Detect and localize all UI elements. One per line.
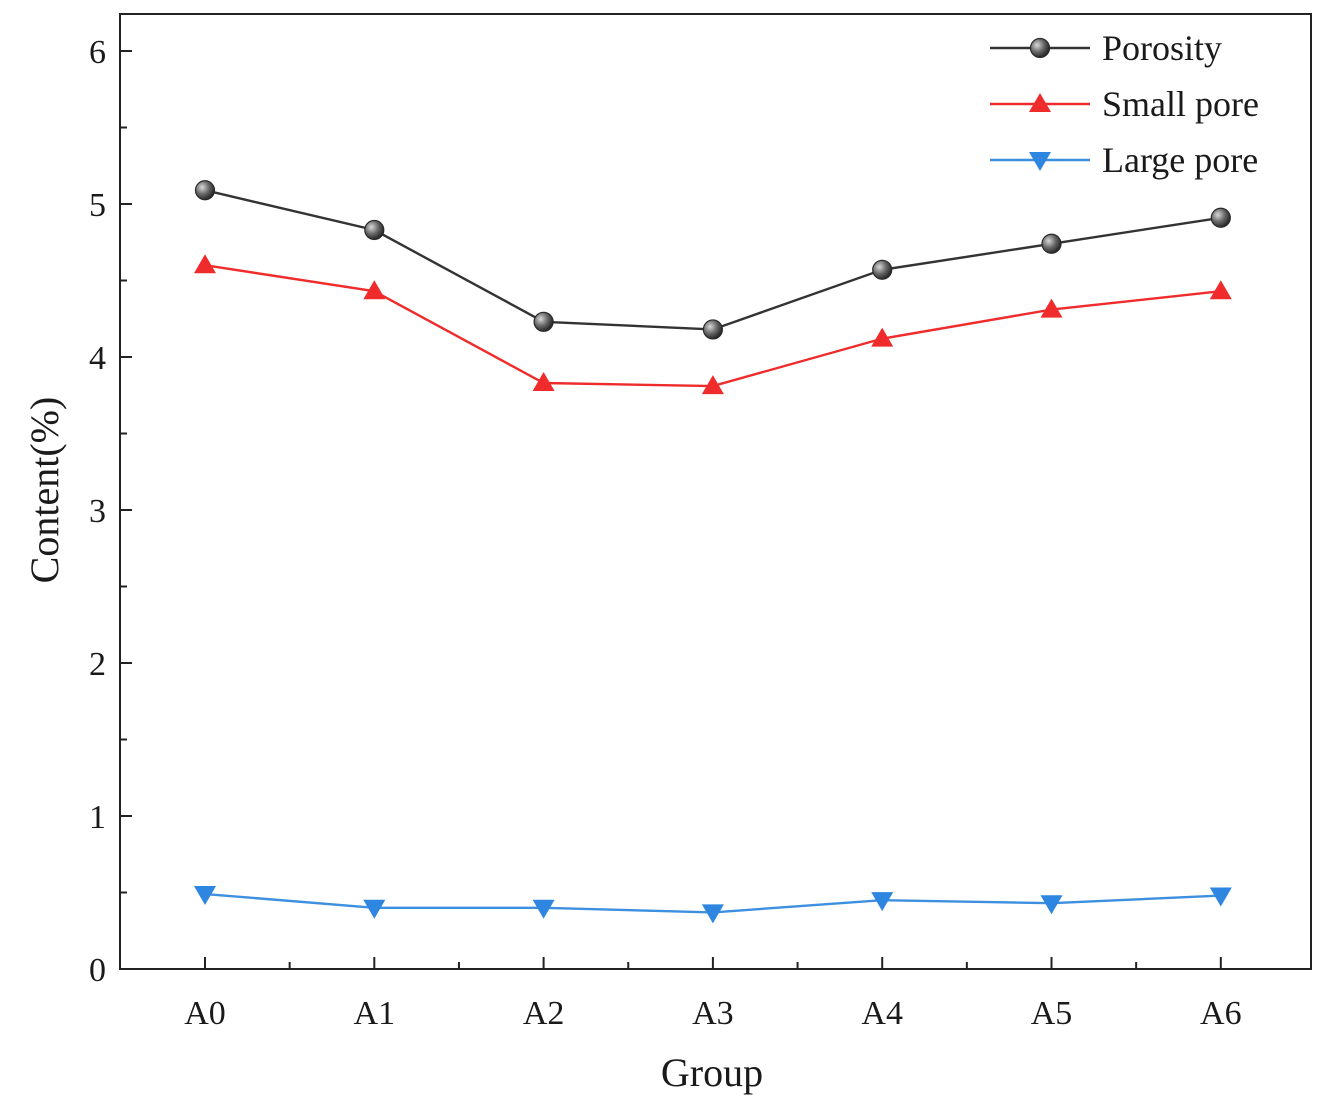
y-tick-label: 1 <box>89 799 106 836</box>
data-point <box>872 259 893 280</box>
data-point <box>1041 233 1062 254</box>
legend-marker <box>1029 152 1051 171</box>
data-point <box>194 254 216 274</box>
x-axis-title: Group <box>661 1050 763 1095</box>
series-large-pore <box>194 886 1232 924</box>
data-point <box>364 219 385 241</box>
data-point <box>1209 280 1232 300</box>
y-axis-title: Content(%) <box>22 397 67 584</box>
data-point <box>194 886 216 906</box>
plot-frame <box>119 13 1312 970</box>
y-tick-label: 4 <box>89 340 106 377</box>
y-tick-label: 3 <box>89 493 106 530</box>
data-point <box>701 904 724 924</box>
y-tick-label: 5 <box>89 187 106 224</box>
x-tick-label: A2 <box>523 995 565 1032</box>
x-tick-label: A3 <box>692 995 734 1032</box>
data-point <box>1040 895 1063 915</box>
x-tick-label: A4 <box>861 995 903 1032</box>
legend-marker <box>1029 37 1051 59</box>
data-point <box>194 180 216 201</box>
data-point <box>363 280 386 300</box>
data-point <box>871 327 894 347</box>
y-tick-label: 6 <box>89 34 106 71</box>
series-porosity <box>194 180 1231 340</box>
x-tick-label: A1 <box>354 995 396 1032</box>
data-point <box>533 311 554 332</box>
legend-label: Large pore <box>1102 140 1258 180</box>
legend-marker <box>1029 93 1051 112</box>
data-point <box>701 375 724 395</box>
data-point <box>363 899 386 919</box>
data-point <box>1040 298 1063 318</box>
legend-label: Porosity <box>1102 28 1222 68</box>
legend-item: Small pore <box>990 84 1259 124</box>
data-point <box>1210 207 1231 228</box>
legend-item: Large pore <box>990 140 1258 180</box>
data-point <box>702 319 724 340</box>
legend-item: Porosity <box>990 28 1222 68</box>
data-point <box>871 892 894 912</box>
series-small-pore <box>194 254 1232 395</box>
legend-label: Small pore <box>1102 84 1259 124</box>
x-tick-label: A5 <box>1031 995 1073 1032</box>
y-tick-label: 2 <box>89 646 106 683</box>
x-tick-label: A6 <box>1200 995 1242 1032</box>
data-point <box>532 372 555 392</box>
y-tick-label: 0 <box>89 952 106 989</box>
data-point <box>532 899 555 919</box>
x-tick-label: A0 <box>184 995 226 1032</box>
data-point <box>1209 887 1232 907</box>
